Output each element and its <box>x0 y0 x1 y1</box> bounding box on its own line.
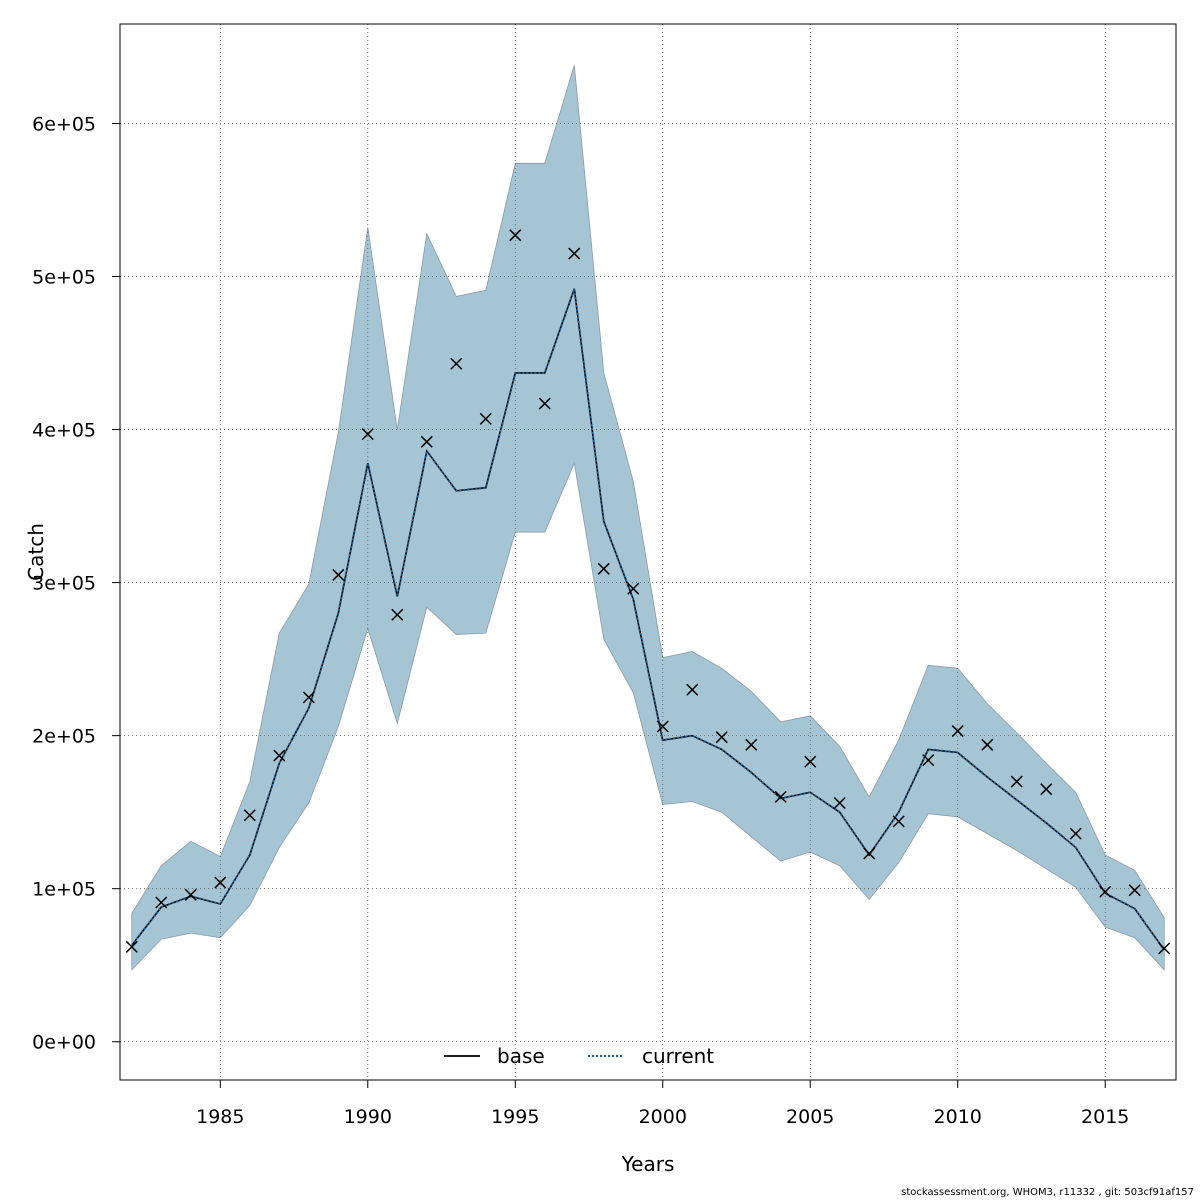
confidence-band-layer <box>131 65 1165 971</box>
observed-point <box>951 725 964 738</box>
observed-point <box>1128 884 1141 897</box>
axis-layer: 1985 1990 1995 2000 2005 2010 2015 0e+00 1e+05 2e… <box>32 113 1129 1128</box>
plot-frame <box>119 23 1177 1081</box>
observed-point <box>715 731 728 744</box>
observed-point <box>568 247 581 260</box>
observed-point <box>1099 885 1112 898</box>
observed-point <box>538 397 551 410</box>
y-tick-label: 3e+05 <box>32 573 96 595</box>
y-tick-label: 4e+05 <box>32 420 96 442</box>
y-tick-label: 5e+05 <box>32 267 96 289</box>
observed-point <box>125 940 138 953</box>
observed-point <box>804 755 817 768</box>
observed-points-layer <box>125 229 1171 955</box>
x-tick-label: 1985 <box>196 1106 244 1128</box>
y-tick-label: 1e+05 <box>32 879 96 901</box>
observed-point <box>509 229 522 242</box>
x-axis-label: Years <box>621 1152 675 1176</box>
observed-point <box>1040 783 1053 796</box>
x-tick-label: 2000 <box>639 1106 687 1128</box>
confidence-band <box>131 65 1165 971</box>
y-tick-label: 0e+00 <box>32 1032 96 1054</box>
observed-point <box>1010 775 1023 788</box>
observed-point <box>420 435 433 448</box>
observed-point <box>597 562 610 575</box>
legend-label-current: current <box>642 1044 714 1068</box>
x-tick-label: 1995 <box>491 1106 539 1128</box>
observed-point <box>155 896 168 909</box>
x-tick-label: 2005 <box>786 1106 834 1128</box>
x-tick-label: 1990 <box>344 1106 392 1128</box>
series-line-current <box>131 288 1166 951</box>
footer-credit: stockassessment.org, WHOM3, r11332 , git… <box>901 1187 1194 1198</box>
y-tick-label: 2e+05 <box>32 726 96 748</box>
series-layer <box>131 288 1166 951</box>
observed-point <box>332 568 345 581</box>
x-tick-label: 2010 <box>934 1106 982 1128</box>
legend-label-base: base <box>497 1044 545 1068</box>
observed-point <box>450 357 463 370</box>
x-tick-label: 2015 <box>1081 1106 1129 1128</box>
observed-point <box>745 738 758 751</box>
observed-point <box>627 582 640 595</box>
y-axis-label: Catch <box>24 523 48 581</box>
observed-point <box>1158 942 1171 955</box>
observed-point <box>1069 827 1082 840</box>
observed-point <box>833 796 846 810</box>
y-tick-label: 6e+05 <box>32 113 96 135</box>
observed-point <box>391 608 404 621</box>
observed-point <box>922 754 935 767</box>
observed-point <box>981 738 994 751</box>
observed-point <box>214 876 227 889</box>
observed-point <box>243 809 256 822</box>
observed-point <box>774 790 787 803</box>
observed-point <box>863 847 876 860</box>
observed-point <box>184 888 197 901</box>
observed-point <box>302 691 315 704</box>
observed-point <box>273 749 286 762</box>
observed-point <box>686 683 699 696</box>
legend: base current <box>444 1044 714 1068</box>
observed-point <box>656 720 669 733</box>
observed-point <box>361 428 374 441</box>
observed-point <box>892 815 905 828</box>
observed-point <box>479 412 492 425</box>
